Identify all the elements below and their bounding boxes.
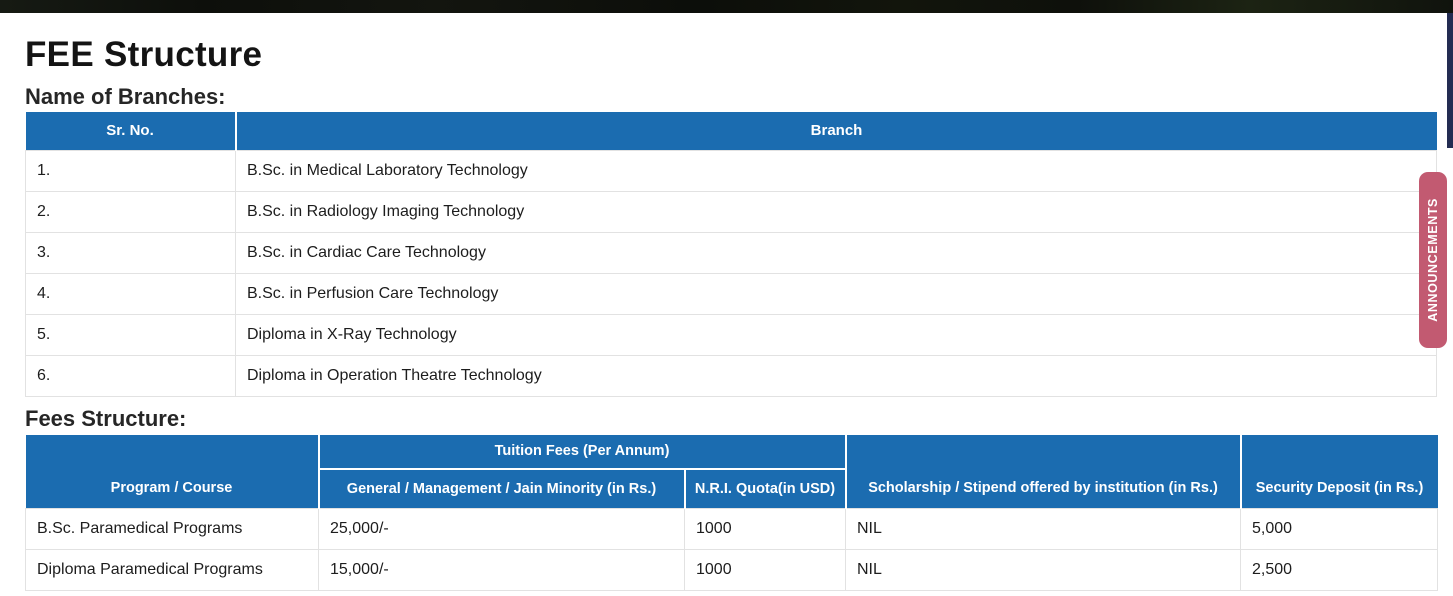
column-header-program-course: Program / Course — [25, 434, 319, 509]
fees-heading: Fees Structure: — [25, 405, 187, 431]
sr-no-cell: 4. — [25, 272, 236, 315]
branch-cell: Diploma in Operation Theatre Technology — [235, 354, 1437, 397]
branch-cell: B.Sc. in Cardiac Care Technology — [235, 231, 1437, 274]
column-header-security-deposit: Security Deposit (in Rs.) — [1239, 434, 1438, 509]
column-header-branch: Branch — [234, 112, 1437, 150]
scholarship-cell: NIL — [845, 508, 1241, 550]
nri-quota-cell: 1000 — [684, 549, 846, 591]
security-deposit-cell: 5,000 — [1240, 508, 1438, 550]
main-content: FEE Structure Name of Branches: Sr. No. … — [0, 35, 1453, 591]
program-cell: B.Sc. Paramedical Programs — [25, 508, 319, 550]
sr-no-cell: 2. — [25, 190, 236, 233]
column-header-general-management: General / Management / Jain Minority (in… — [317, 467, 685, 509]
scrollbar-thumb[interactable] — [1447, 13, 1453, 148]
program-cell: Diploma Paramedical Programs — [25, 549, 319, 591]
announcements-tab[interactable]: ANNOUNCEMENTS — [1419, 172, 1447, 348]
column-header-nri-quota: N.R.I. Quota(in USD) — [683, 467, 846, 509]
sr-no-cell: 6. — [25, 354, 236, 397]
fees-table: Program / Course Tuition Fees (Per Annum… — [25, 434, 1438, 591]
branch-cell: B.Sc. in Perfusion Care Technology — [235, 272, 1437, 315]
nri-quota-cell: 1000 — [684, 508, 846, 550]
fees-header-row-1: Program / Course Tuition Fees (Per Annum… — [25, 434, 1438, 509]
tuition-general-cell: 25,000/- — [318, 508, 685, 550]
table-row: Diploma Paramedical Programs 15,000/- 10… — [25, 549, 1438, 591]
sr-no-cell: 1. — [25, 149, 236, 192]
scholarship-cell: NIL — [845, 549, 1241, 591]
column-header-sr-no: Sr. No. — [25, 112, 236, 150]
branch-cell: B.Sc. in Radiology Imaging Technology — [235, 190, 1437, 233]
table-row: 4. B.Sc. in Perfusion Care Technology — [25, 272, 1437, 315]
tuition-general-cell: 15,000/- — [318, 549, 685, 591]
branches-header-row: Sr. No. Branch — [25, 112, 1437, 150]
security-deposit-cell: 2,500 — [1240, 549, 1438, 591]
sr-no-cell: 3. — [25, 231, 236, 274]
table-row: 1. B.Sc. in Medical Laboratory Technolog… — [25, 149, 1437, 192]
branch-cell: Diploma in X-Ray Technology — [235, 313, 1437, 356]
table-row: 5. Diploma in X-Ray Technology — [25, 313, 1437, 356]
branches-heading: Name of Branches: — [25, 84, 226, 109]
branches-table: Sr. No. Branch 1. B.Sc. in Medical Labor… — [25, 112, 1437, 397]
page-title: FEE Structure — [25, 35, 263, 74]
column-group-header-tuition-fees: Tuition Fees (Per Annum) — [317, 434, 846, 469]
table-row: 2. B.Sc. in Radiology Imaging Technology — [25, 190, 1437, 233]
table-row: 6. Diploma in Operation Theatre Technolo… — [25, 354, 1437, 397]
announcements-tab-label: ANNOUNCEMENTS — [1426, 198, 1440, 322]
column-header-scholarship: Scholarship / Stipend offered by institu… — [844, 434, 1241, 509]
header-photo-strip — [0, 0, 1453, 13]
branch-cell: B.Sc. in Medical Laboratory Technology — [235, 149, 1437, 192]
sr-no-cell: 5. — [25, 313, 236, 356]
table-row: 3. B.Sc. in Cardiac Care Technology — [25, 231, 1437, 274]
fees-header-row-2: General / Management / Jain Minority (in… — [26, 467, 1438, 509]
table-row: B.Sc. Paramedical Programs 25,000/- 1000… — [25, 508, 1438, 550]
